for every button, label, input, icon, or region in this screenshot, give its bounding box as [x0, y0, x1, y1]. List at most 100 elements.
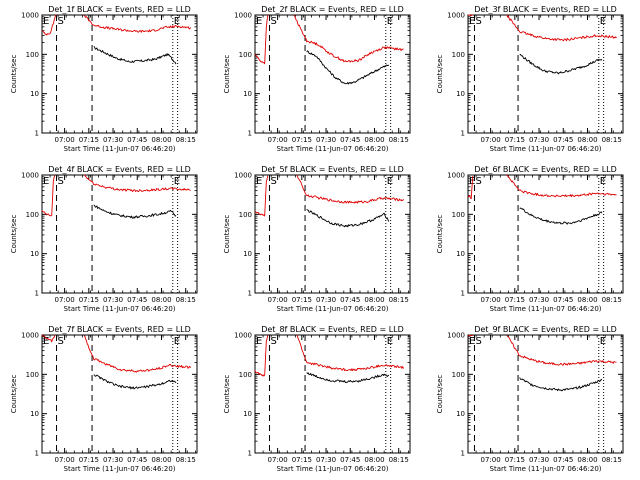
y-tick-label: 1000	[447, 172, 465, 180]
x-tick-label: 07:30	[316, 456, 336, 464]
x-tick-label: 08:00	[577, 456, 597, 464]
x-tick-label: 08:00	[577, 296, 597, 304]
y-tick-label: 1	[461, 290, 465, 298]
x-tick-label: 07:15	[292, 296, 312, 304]
series-lld-line	[254, 14, 269, 65]
x-tick-label: 08:00	[364, 456, 384, 464]
marker-label: E	[256, 16, 262, 27]
marker-label: S	[271, 176, 277, 187]
series-lld-line	[506, 335, 617, 366]
marker-label: S	[475, 176, 481, 187]
marker-label: E	[469, 16, 475, 27]
y-axis: 1 10 100 1000	[21, 12, 197, 138]
x-tick-label: 08:00	[151, 296, 171, 304]
x-tick-label: 08:15	[389, 456, 409, 464]
series-lld-line	[83, 174, 191, 193]
x-tick-label: 08:15	[389, 296, 409, 304]
series-events-line	[93, 46, 177, 65]
marker-label: E	[387, 336, 393, 347]
y-tick-label: 1000	[234, 332, 252, 340]
y-axis: 1 10 100 1000	[447, 332, 623, 458]
chart-panel-4: Det_4f BLACK = Events, RED = LLD 1 10 100 10…	[10, 165, 198, 313]
series-group	[254, 334, 404, 383]
plot-frame	[41, 14, 198, 134]
y-axis-label: Counts/sec	[436, 375, 444, 414]
x-tick-label: 08:00	[151, 456, 171, 464]
x-tick-label: 08:00	[151, 136, 171, 144]
x-tick-label: 07:30	[529, 456, 549, 464]
x-tick-label: 07:45	[553, 136, 573, 144]
x-tick-label: 07:15	[79, 456, 99, 464]
x-tick-label: 08:00	[577, 136, 597, 144]
x-tick-label: 07:45	[340, 296, 360, 304]
y-tick-label: 1	[248, 450, 252, 458]
x-tick-label: 07:00	[268, 296, 288, 304]
x-tick-label: 07:00	[55, 136, 75, 144]
marker-label: E	[600, 336, 606, 347]
chart-title: Det_4f BLACK = Events, RED = LLD	[48, 165, 191, 174]
chart-title: Det_7f BLACK = Events, RED = LLD	[48, 325, 191, 334]
y-tick-label: 1	[35, 130, 39, 138]
series-lld-line	[41, 14, 57, 36]
y-tick-label: 10	[30, 250, 39, 258]
series-lld-line	[41, 334, 56, 343]
marker-label: E	[387, 16, 393, 27]
x-tick-label: 07:30	[103, 456, 123, 464]
series-events-line	[306, 208, 390, 228]
x-tick-label: 07:45	[553, 456, 573, 464]
x-tick-label: 07:45	[127, 136, 147, 144]
y-tick-label: 1000	[447, 332, 465, 340]
x-axis-label: Start Time (11-Jun-07 06:46:20)	[277, 465, 389, 473]
y-tick-label: 1000	[21, 12, 39, 20]
y-tick-label: 1000	[447, 12, 465, 20]
marker-label: E	[43, 336, 49, 347]
y-tick-label: 1000	[21, 332, 39, 340]
marker-label: E	[174, 336, 180, 347]
y-tick-label: 100	[239, 51, 252, 59]
plot-frame	[254, 14, 411, 134]
x-tick-label: 07:30	[316, 296, 336, 304]
series-lld-line	[467, 175, 474, 200]
marker-label: S	[58, 16, 64, 27]
plot-frame	[254, 174, 411, 294]
x-tick-label: 08:00	[364, 296, 384, 304]
series-lld-line	[254, 175, 269, 217]
marker-label: E	[43, 176, 49, 187]
y-tick-label: 100	[239, 211, 252, 219]
plot-frame	[467, 334, 624, 454]
x-tick-label: 08:15	[176, 296, 196, 304]
x-axis: 07:00 07:15 07:30 07:45 08:00 08:15	[254, 175, 409, 304]
y-axis: 1 10 100 1000	[447, 172, 623, 298]
y-tick-label: 10	[243, 90, 252, 98]
y-axis: 1 10 100 1000	[234, 332, 410, 458]
series-lld-line	[254, 335, 269, 377]
y-axis-label: Counts/sec	[436, 55, 444, 94]
x-tick-label: 07:15	[79, 296, 99, 304]
y-tick-label: 1	[461, 450, 465, 458]
chart-panel-1: Det_1f BLACK = Events, RED = LLD 1 10 100 10…	[10, 5, 198, 153]
series-lld-line	[506, 14, 617, 42]
marker-label: S	[58, 176, 64, 187]
series-lld-line	[506, 174, 617, 198]
chart-panel-6: Det_6f BLACK = Events, RED = LLD 1 10 100 10…	[436, 165, 624, 313]
x-axis: 07:00 07:15 07:30 07:45 08:00 08:15	[41, 175, 196, 304]
series-group	[41, 14, 191, 65]
x-tick-label: 07:15	[292, 136, 312, 144]
x-tick-label: 07:15	[292, 456, 312, 464]
y-tick-label: 1	[248, 290, 252, 298]
y-tick-label: 10	[456, 410, 465, 418]
x-axis: 07:00 07:15 07:30 07:45 08:00 08:15	[41, 335, 196, 464]
series-lld-line	[468, 334, 473, 337]
x-tick-label: 07:00	[481, 456, 501, 464]
series-events-line	[519, 207, 603, 225]
y-tick-label: 1	[248, 130, 252, 138]
y-axis-label: Counts/sec	[10, 215, 18, 254]
plot-frame	[467, 14, 624, 134]
y-tick-label: 1000	[21, 172, 39, 180]
marker-label: S	[475, 336, 481, 347]
y-axis-label: Counts/sec	[10, 55, 18, 94]
marker-label: E	[469, 336, 475, 347]
